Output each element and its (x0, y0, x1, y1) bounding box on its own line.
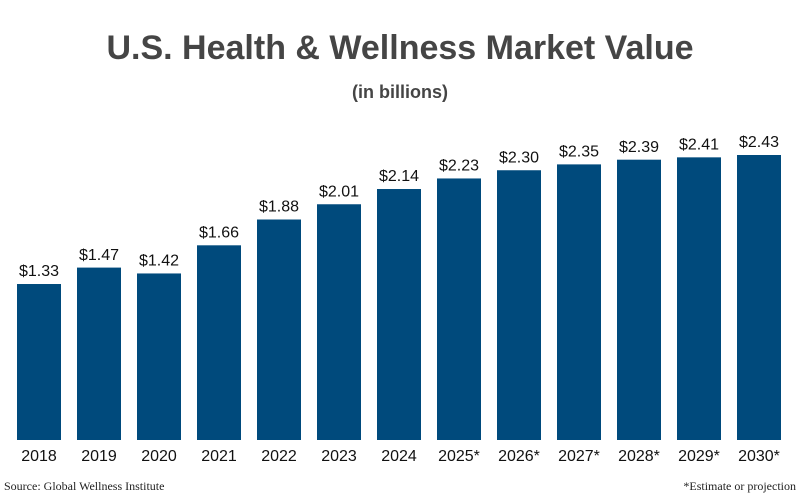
x-tick-label: 2024 (381, 448, 417, 465)
value-label: $2.35 (559, 144, 599, 161)
value-label: $2.23 (439, 158, 479, 175)
value-label: $1.66 (199, 225, 239, 242)
bar (77, 267, 121, 440)
value-label: $2.30 (499, 149, 539, 166)
x-tick-label: 2021 (201, 448, 237, 465)
x-tick-label: 2025* (438, 448, 480, 465)
x-tick-label: 2030* (738, 448, 780, 465)
value-label: $1.42 (139, 253, 179, 270)
bar (737, 155, 781, 440)
x-tick-label: 2029* (678, 448, 720, 465)
bar (197, 245, 241, 440)
bar (437, 178, 481, 440)
bar (137, 273, 181, 440)
x-tick-label: 2026* (498, 448, 540, 465)
bar (317, 204, 361, 440)
bar (677, 157, 721, 440)
value-label: $2.39 (619, 139, 659, 156)
value-label: $2.43 (739, 134, 779, 151)
value-label: $2.14 (379, 168, 419, 185)
bar (377, 189, 421, 440)
bar (17, 284, 61, 440)
x-tick-label: 2028* (618, 448, 660, 465)
x-tick-label: 2027* (558, 448, 600, 465)
bar (497, 170, 541, 440)
value-label: $1.88 (259, 199, 299, 216)
value-label: $2.01 (319, 183, 359, 200)
x-tick-label: 2020 (141, 448, 177, 465)
x-tick-label: 2023 (321, 448, 357, 465)
x-tick-label: 2022 (261, 448, 297, 465)
value-label: $2.41 (679, 137, 719, 154)
bar (257, 219, 301, 440)
value-label: $1.33 (19, 263, 59, 280)
x-tick-label: 2019 (81, 448, 117, 465)
x-tick-label: 2018 (21, 448, 57, 465)
chart-subtitle: (in billions) (352, 82, 448, 102)
chart-title: U.S. Health & Wellness Market Value (106, 29, 693, 67)
footnote: *Estimate or projection (683, 479, 796, 493)
bar (557, 164, 601, 440)
bar (617, 159, 661, 441)
source: Source: Global Wellness Institute (4, 479, 164, 493)
value-label: $1.47 (79, 247, 119, 264)
